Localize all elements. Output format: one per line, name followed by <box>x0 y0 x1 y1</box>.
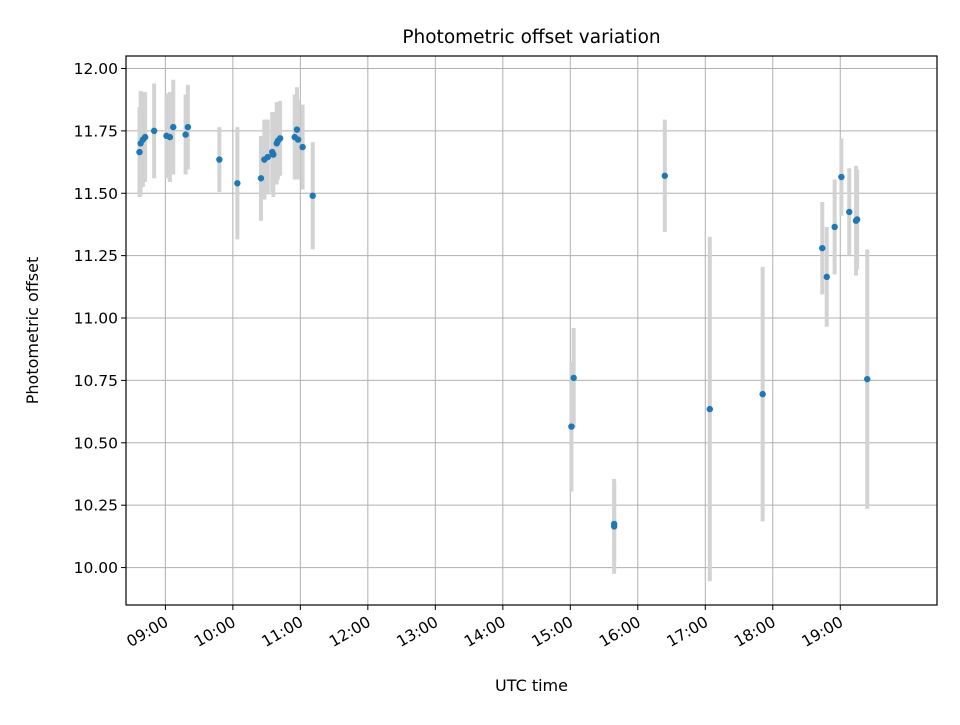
chart-title: Photometric offset variation <box>402 27 660 48</box>
data-point <box>257 175 265 182</box>
x-axis-label: UTC time <box>495 676 568 695</box>
data-point <box>846 208 853 216</box>
y-tick-label: 10.50 <box>74 434 118 452</box>
data-point <box>864 375 871 383</box>
data-point <box>264 153 271 161</box>
data-point <box>853 216 861 223</box>
data-point <box>293 126 301 133</box>
data-point <box>216 156 223 163</box>
data-point <box>270 151 277 158</box>
data-point <box>166 133 174 141</box>
data-point <box>661 172 668 179</box>
data-point <box>182 131 189 138</box>
y-axis-label: Photometric offset <box>23 257 42 405</box>
y-tick-label: 10.25 <box>74 497 118 515</box>
data-point <box>184 123 192 131</box>
y-tick-label: 10.00 <box>74 559 118 577</box>
data-point <box>831 223 838 231</box>
y-tick-label: 11.25 <box>74 247 118 265</box>
data-point <box>706 405 713 413</box>
data-point <box>823 273 830 281</box>
data-point <box>570 374 577 382</box>
data-point <box>141 133 149 141</box>
data-point <box>838 173 845 181</box>
data-point <box>309 192 316 199</box>
data-point <box>568 423 575 430</box>
data-point <box>299 143 306 151</box>
y-tick-label: 11.00 <box>74 310 118 328</box>
plot-area-frame <box>125 55 938 606</box>
data-point <box>150 127 158 135</box>
data-point <box>276 135 284 142</box>
data-point <box>610 520 618 528</box>
y-tick-label: 11.50 <box>74 185 118 203</box>
data-point <box>170 123 177 131</box>
y-tick-label: 12.00 <box>74 60 118 78</box>
data-point <box>819 244 826 252</box>
point-layer <box>136 123 871 530</box>
y-tick-label: 10.75 <box>74 372 118 390</box>
y-tick-label: 11.75 <box>74 122 118 140</box>
data-point <box>234 180 241 187</box>
data-point <box>136 148 143 156</box>
data-point <box>759 390 766 398</box>
data-point <box>294 136 302 143</box>
